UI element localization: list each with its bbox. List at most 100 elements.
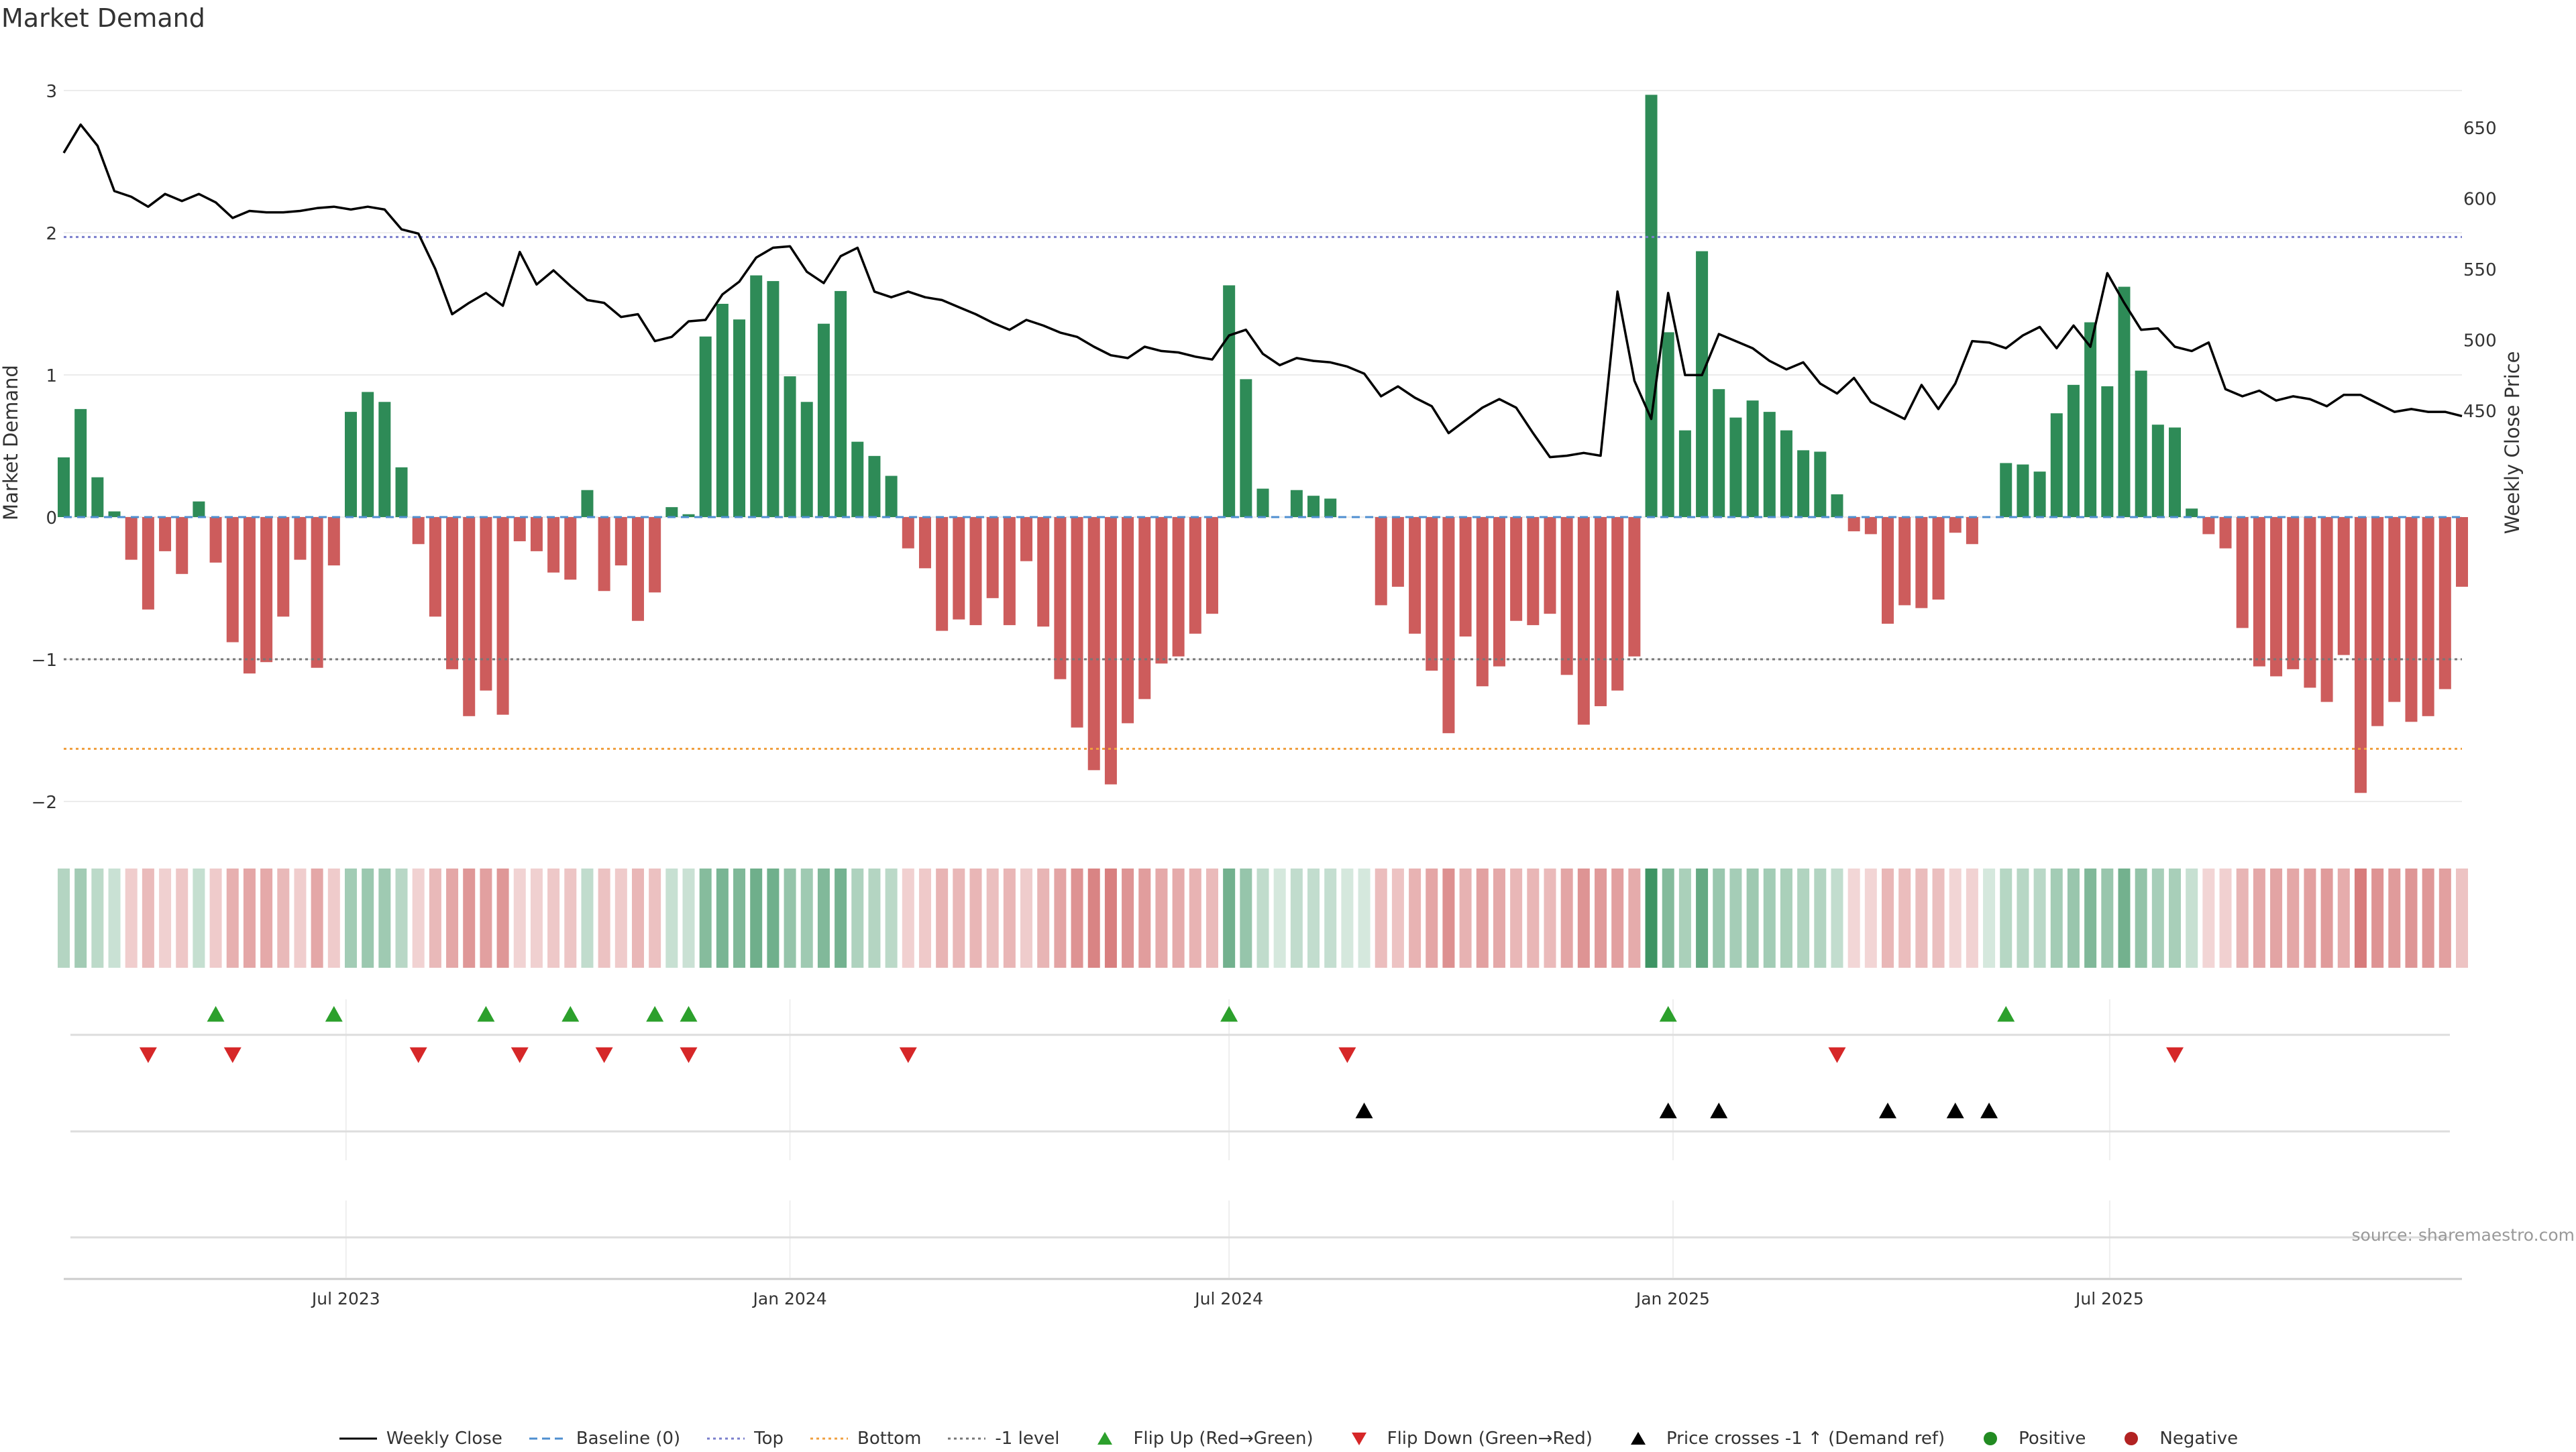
heat-cell <box>260 869 273 968</box>
demand-bar <box>344 412 357 517</box>
heat-cell <box>2388 869 2401 968</box>
demand-bar <box>1442 517 1455 734</box>
heat-cell <box>1122 869 1134 968</box>
heat-cell <box>1358 869 1371 968</box>
demand-bar <box>1915 517 1928 608</box>
demand-bar <box>243 517 256 674</box>
legend-key-icon <box>1984 1432 1998 1445</box>
demand-bar <box>378 402 391 517</box>
demand-bar <box>1662 332 1674 517</box>
demand-bar <box>2304 517 2316 688</box>
axes: 3 2 1 0 −1 −2 650 600 550 500 450 Jul 2023 Jan 2024 J… <box>32 82 2497 1308</box>
demand-bar <box>2456 517 2468 587</box>
demand-bar <box>1493 517 1505 667</box>
y2-tick-label: 500 <box>2463 331 2497 351</box>
heat-cell <box>429 869 441 968</box>
demand-bar <box>800 402 813 517</box>
heat-cell <box>598 869 610 968</box>
heat-cell <box>2422 869 2434 968</box>
demand-bar <box>2151 425 2164 517</box>
demand-bar <box>1510 517 1523 621</box>
legend-item: -1 level <box>947 1429 1059 1449</box>
heat-cell <box>649 869 661 968</box>
x-tick-label: Jul 2025 <box>2074 1289 2144 1308</box>
demand-bar <box>58 457 70 517</box>
weekly-close-line <box>62 123 2463 459</box>
y-tick-label: −1 <box>32 651 57 671</box>
legend-label: -1 level <box>995 1429 1060 1449</box>
flip-down-marker <box>139 1047 157 1063</box>
heat-cell <box>1273 869 1286 968</box>
heat-cell <box>209 869 222 968</box>
demand-bar <box>91 477 104 517</box>
heat-cell <box>1409 869 1421 968</box>
heat-cell <box>902 869 914 968</box>
heat-cell <box>1713 869 1725 968</box>
heat-cell <box>125 869 138 968</box>
demand-bar <box>2219 517 2232 549</box>
heat-cell <box>2033 869 2046 968</box>
heat-cell <box>1426 869 1438 968</box>
y-tick-label: 3 <box>46 82 57 102</box>
flip-down-marker <box>2166 1047 2184 1063</box>
reference-lines <box>64 235 2462 750</box>
price-cross-marker <box>1879 1103 1897 1119</box>
demand-bar <box>1544 517 1556 614</box>
flip-up-marker <box>477 1006 495 1022</box>
flip-up-marker <box>1659 1006 1677 1022</box>
flip-up-marker <box>325 1006 343 1022</box>
demand-bar <box>1898 517 1911 606</box>
heat-cell <box>1155 869 1168 968</box>
heat-cell <box>1678 869 1691 968</box>
x-tick-label: Jul 2023 <box>311 1289 380 1308</box>
demand-bar <box>750 275 763 517</box>
heat-cell <box>2000 869 2012 968</box>
legend-key-icon <box>1097 1432 1113 1445</box>
heat-cell <box>2270 869 2283 968</box>
y-tick-label: 0 <box>46 508 57 528</box>
demand-bar <box>2371 517 2384 726</box>
flip-up-marker <box>680 1006 698 1022</box>
demand-heat-strip <box>58 869 2468 968</box>
legend-key-icon <box>1630 1432 1646 1445</box>
grid <box>64 90 2462 1278</box>
demand-bar <box>885 476 898 517</box>
demand-bar <box>1814 451 1827 517</box>
legend-key-icon <box>948 1437 986 1440</box>
demand-bar <box>1409 517 1421 634</box>
heat-cell <box>1966 869 1978 968</box>
demand-bar <box>2186 508 2198 517</box>
demand-bar <box>2101 386 2114 517</box>
heat-cell <box>665 869 678 968</box>
demand-bar <box>1949 517 1962 533</box>
demand-bar <box>2067 384 2080 517</box>
heat-cell <box>1290 869 1303 968</box>
legend-item: Flip Down (Green→Red) <box>1339 1429 1593 1449</box>
heat-cell <box>835 869 847 968</box>
source-credit: source: sharemaestro.com <box>2352 1225 2575 1245</box>
demand-bar <box>817 323 830 517</box>
demand-bar <box>902 517 914 549</box>
demand-bar <box>2236 517 2249 628</box>
demand-bar <box>581 490 594 517</box>
heat-cell <box>1882 869 1894 968</box>
demand-bar <box>1205 517 1218 614</box>
heat-cell <box>1510 869 1523 968</box>
heat-cell <box>733 869 746 968</box>
demand-bar <box>395 467 408 517</box>
demand-bar <box>480 517 492 691</box>
heat-cell <box>1864 869 1877 968</box>
demand-bar <box>1966 517 1978 545</box>
heat-cell <box>614 869 627 968</box>
heat-cell <box>800 869 813 968</box>
demand-bar <box>2084 322 2097 517</box>
demand-bar <box>277 517 290 617</box>
heat-cell <box>1223 869 1236 968</box>
heat-cell <box>2456 869 2468 968</box>
heat-cell <box>1780 869 1792 968</box>
demand-bar <box>1223 285 1236 517</box>
heat-cell <box>1054 869 1067 968</box>
heat-cell <box>58 869 70 968</box>
y2-tick-label: 450 <box>2463 402 2497 422</box>
demand-bar <box>1797 450 1810 517</box>
